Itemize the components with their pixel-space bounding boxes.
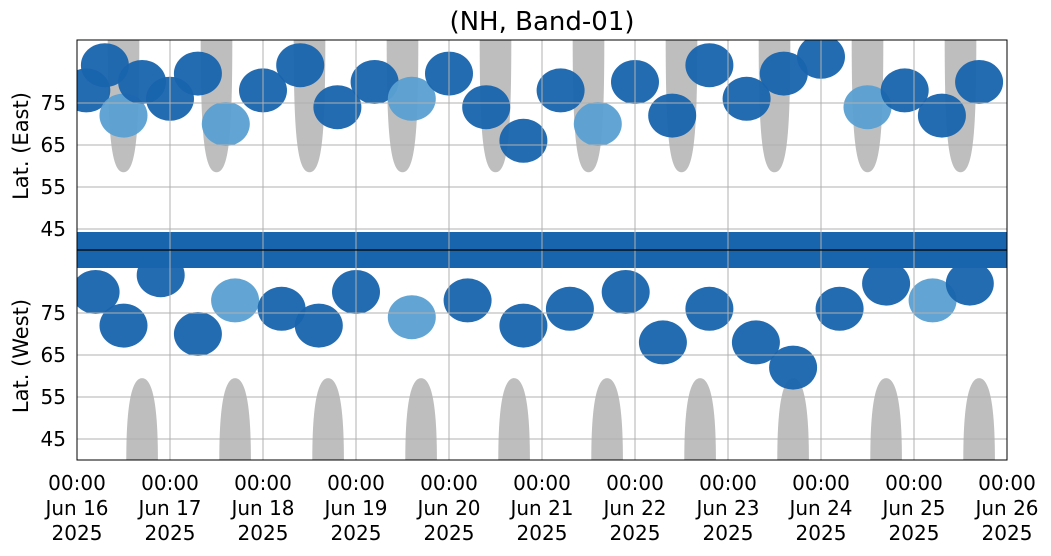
- daylight-region-west-6: [684, 378, 716, 460]
- y-tick-label-east-1: 55: [41, 175, 66, 199]
- activity-cell-13: [462, 85, 511, 130]
- y-tick-label-west-2: 55: [41, 385, 66, 409]
- chart-title: (NH, Band-01): [449, 7, 634, 37]
- x-tick-label-3: 00:00 Jun 19 2025: [322, 471, 387, 545]
- activity-cell-5: [173, 51, 222, 96]
- activity-cell-32: [257, 286, 306, 331]
- x-tick-label-8: 00:00 Jun 24 2025: [787, 471, 852, 545]
- activity-cells: [77, 40, 1007, 390]
- y-tick-label-west-3: 45: [41, 427, 66, 451]
- activity-cell-18: [648, 93, 697, 138]
- activity-cell-44: [815, 286, 864, 331]
- activity-cell-30: [173, 312, 222, 356]
- daylight-region-west-1: [219, 378, 251, 460]
- activity-cell-6: [201, 102, 250, 146]
- daylight-region-west-9: [963, 378, 995, 460]
- y-tick-labels: 45 55 65 75 75 65 55 45: [41, 91, 66, 451]
- y-tick-label-east-0: 45: [41, 217, 66, 241]
- x-tick-label-1: 00:00 Jun 17 2025: [136, 471, 201, 545]
- activity-cell-33: [294, 303, 343, 348]
- activity-cell-43: [769, 345, 818, 390]
- activity-cell-40: [638, 320, 687, 365]
- activity-cell-41: [685, 286, 734, 331]
- activity-cell-37: [499, 303, 548, 348]
- daylight-region-west-0: [126, 378, 158, 460]
- daylight-region-west-2: [312, 378, 344, 460]
- x-tick-label-10: 00:00 Jun 26 2025: [973, 471, 1038, 545]
- activity-cell-15: [536, 68, 585, 113]
- activity-cell-9: [313, 85, 362, 130]
- activity-cell-10: [350, 60, 399, 104]
- activity-cell-26: [955, 60, 1004, 104]
- y-tick-label-west-0: 75: [41, 301, 66, 325]
- activity-cell-14: [499, 118, 548, 163]
- activity-cell-24: [880, 68, 929, 113]
- activity-cell-8: [276, 43, 325, 88]
- activity-cell-23: [843, 85, 892, 130]
- activity-cell-36: [443, 278, 492, 323]
- y-axis-label-west: Lat. (West): [9, 299, 33, 413]
- activity-cell-20: [722, 76, 771, 121]
- x-tick-labels: 00:00 Jun 16 2025 00:00 Jun 17 2025 00:00 Jun 1…: [43, 471, 1038, 545]
- y-tick-label-east-2: 65: [41, 133, 66, 157]
- activity-cell-46: [908, 278, 957, 323]
- activity-cell-47: [945, 261, 994, 306]
- activity-cell-38: [545, 286, 594, 331]
- x-tick-label-6: 00:00 Jun 22 2025: [601, 471, 666, 545]
- x-tick-label-4: 00:00 Jun 20 2025: [415, 471, 480, 545]
- activity-cell-28: [99, 303, 148, 348]
- x-tick-label-7: 00:00 Jun 23 2025: [694, 471, 759, 545]
- activity-cell-31: [211, 278, 260, 323]
- activity-cell-27: [77, 270, 120, 314]
- activity-cell-19: [685, 43, 734, 88]
- y-axis-label-east: Lat. (East): [9, 92, 33, 200]
- y-tick-label-east-3: 75: [41, 91, 66, 115]
- daylight-region-west-8: [870, 378, 902, 460]
- activity-cell-11: [387, 76, 436, 121]
- x-tick-label-9: 00:00 Jun 25 2025: [880, 471, 945, 545]
- activity-cell-16: [573, 102, 622, 146]
- daylight-region-west-5: [591, 378, 623, 460]
- activity-cell-2: [99, 93, 148, 138]
- activity-cell-21: [759, 51, 808, 96]
- activity-cell-25: [917, 93, 966, 138]
- activity-cell-1: [80, 43, 129, 88]
- activity-cell-39: [601, 270, 650, 314]
- activity-cell-42: [731, 320, 780, 365]
- x-tick-label-2: 00:00 Jun 18 2025: [229, 471, 294, 545]
- x-tick-label-5: 00:00 Jun 21 2025: [508, 471, 573, 545]
- daylight-region-west-3: [405, 378, 437, 460]
- activity-cell-45: [862, 261, 911, 306]
- x-tick-label-0: 00:00 Jun 16 2025: [43, 471, 108, 545]
- daylight-region-west-4: [498, 378, 530, 460]
- activity-cell-35: [387, 295, 436, 340]
- daylight-region-west-7: [777, 378, 809, 460]
- plot-frame: [76, 39, 1008, 461]
- y-tick-label-west-1: 65: [41, 343, 66, 367]
